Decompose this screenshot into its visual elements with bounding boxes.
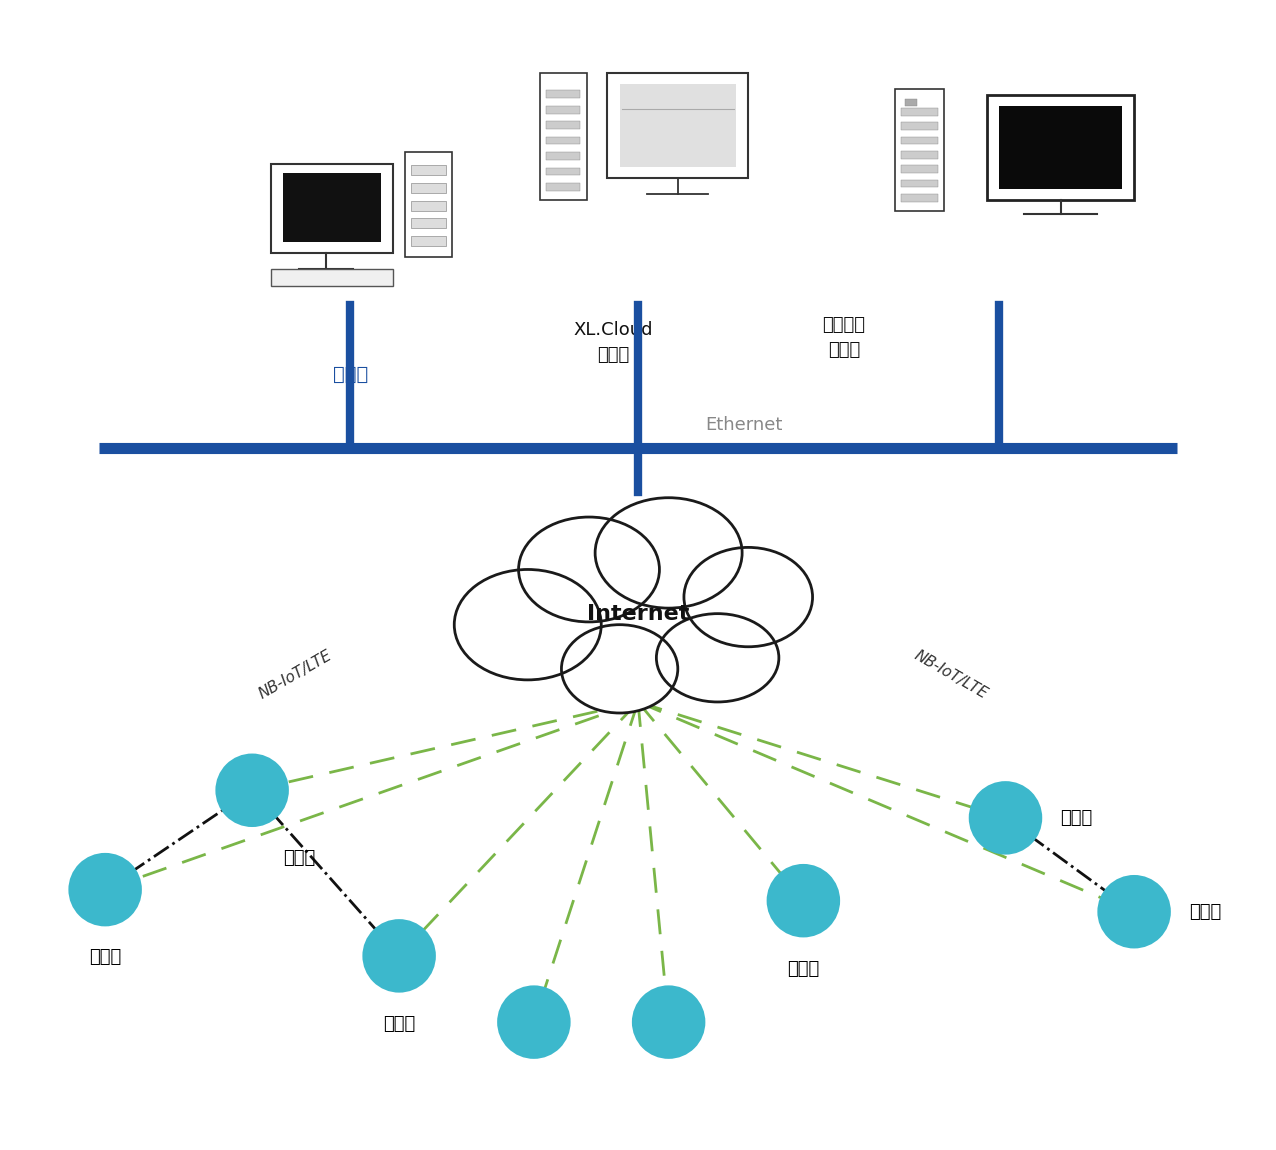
- Text: NB-IoT/LTE: NB-IoT/LTE: [255, 647, 334, 702]
- Ellipse shape: [632, 986, 706, 1059]
- Bar: [271, 164, 393, 253]
- Text: Internet: Internet: [587, 604, 689, 623]
- Text: 监测点: 监测点: [1060, 808, 1092, 827]
- Bar: [411, 183, 445, 193]
- Text: 监测点: 监测点: [1189, 903, 1221, 921]
- Bar: [901, 151, 938, 159]
- Ellipse shape: [216, 753, 288, 827]
- Bar: [271, 269, 393, 285]
- Bar: [901, 122, 938, 130]
- Bar: [540, 72, 587, 200]
- Bar: [901, 194, 938, 202]
- Bar: [546, 91, 581, 98]
- Text: 监测点: 监测点: [383, 1014, 415, 1033]
- Bar: [411, 218, 445, 229]
- Text: 政府大数
据平台: 政府大数 据平台: [822, 315, 865, 359]
- Ellipse shape: [561, 624, 678, 713]
- Text: 监测点: 监测点: [89, 949, 121, 966]
- Ellipse shape: [767, 864, 840, 937]
- Bar: [607, 72, 748, 177]
- Bar: [620, 84, 736, 167]
- Bar: [896, 90, 944, 210]
- Text: Ethernet: Ethernet: [706, 415, 782, 434]
- Bar: [999, 106, 1122, 189]
- Bar: [546, 183, 581, 191]
- Bar: [546, 137, 581, 145]
- Ellipse shape: [595, 498, 743, 608]
- Bar: [406, 152, 452, 258]
- Text: 监测点: 监测点: [283, 849, 315, 867]
- Text: XL.Cloud
服务器: XL.Cloud 服务器: [574, 321, 653, 365]
- Bar: [988, 94, 1134, 200]
- Bar: [411, 236, 445, 246]
- Bar: [546, 121, 581, 129]
- Bar: [546, 168, 581, 175]
- Ellipse shape: [968, 781, 1042, 854]
- Bar: [546, 106, 581, 114]
- Bar: [901, 179, 938, 187]
- Text: 监测点: 监测点: [787, 959, 819, 977]
- Text: NB-IoT/LTE: NB-IoT/LTE: [911, 647, 990, 702]
- Bar: [901, 137, 938, 145]
- Bar: [901, 108, 938, 116]
- Ellipse shape: [362, 919, 436, 992]
- Ellipse shape: [69, 853, 142, 927]
- Ellipse shape: [1097, 875, 1171, 949]
- Ellipse shape: [518, 518, 660, 622]
- Bar: [411, 201, 445, 210]
- Ellipse shape: [656, 614, 778, 702]
- Bar: [283, 174, 380, 242]
- Bar: [546, 152, 581, 160]
- Ellipse shape: [684, 547, 813, 646]
- Bar: [411, 166, 445, 175]
- Ellipse shape: [454, 569, 601, 680]
- Ellipse shape: [498, 986, 570, 1059]
- Text: 操作站: 操作站: [333, 366, 367, 384]
- Bar: [905, 99, 917, 106]
- Bar: [901, 166, 938, 174]
